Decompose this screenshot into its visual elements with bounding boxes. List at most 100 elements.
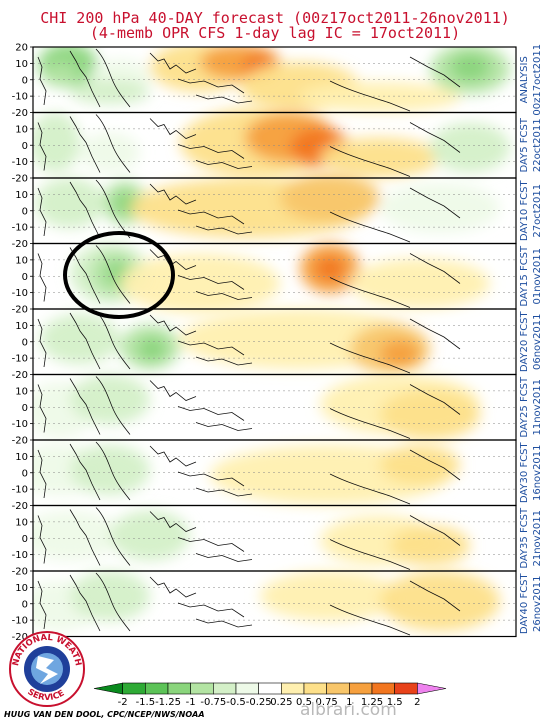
panel-field	[38, 47, 510, 112]
anomaly-blob	[300, 82, 460, 112]
coastline	[177, 537, 245, 552]
panel-date: 16nov2011	[532, 444, 543, 501]
panel-label: DAY10 FCST	[519, 179, 530, 241]
y-tick-label: 10	[15, 124, 28, 135]
panel-field	[33, 571, 500, 631]
colorbar-swatch	[235, 682, 259, 695]
coastline	[149, 445, 197, 467]
y-tick-label: -20	[12, 370, 28, 381]
coastline	[409, 253, 461, 284]
coastline	[95, 179, 131, 239]
coastline	[149, 118, 197, 139]
coastline	[95, 245, 131, 304]
coastline	[329, 473, 411, 505]
colorbar-label: -0.75	[200, 697, 226, 708]
coastline	[149, 314, 197, 336]
coastline	[329, 408, 411, 439]
coastline	[69, 443, 101, 501]
colorbar-label: -2	[118, 697, 128, 708]
panel-field	[40, 309, 430, 374]
y-tick-label: -20	[12, 174, 28, 185]
colorbar-swatch	[303, 682, 327, 695]
coastline	[69, 509, 101, 566]
y-tick-label: -20	[12, 108, 28, 119]
coastline	[329, 539, 411, 570]
y-tick-label: -20	[12, 501, 28, 512]
colorbar-swatch	[258, 682, 282, 695]
y-tick-label: 0	[22, 272, 28, 283]
coastline	[195, 553, 253, 562]
anomaly-blob	[390, 525, 470, 566]
anomaly-blob	[380, 340, 420, 368]
y-tick-label: -20	[12, 436, 28, 447]
coastline	[69, 50, 101, 108]
panel-date: 26nov2011	[532, 575, 543, 632]
anomaly-blob	[42, 63, 78, 87]
y-tick-label: -20	[12, 632, 28, 643]
y-tick-label: 10	[15, 386, 28, 397]
coastline	[69, 312, 101, 370]
coastline	[149, 576, 197, 598]
coastline	[329, 211, 411, 243]
colorbar-swatch	[93, 682, 123, 695]
coastline	[69, 116, 101, 173]
panel-field	[33, 107, 510, 178]
coastline	[37, 384, 47, 433]
coastline	[177, 471, 245, 487]
coastline	[195, 618, 253, 628]
coastline	[329, 277, 411, 308]
panel-label: DAY25 FCST	[519, 376, 530, 438]
coastline	[95, 114, 131, 173]
panel-label: DAY30 FCST	[519, 441, 530, 503]
panel-field	[35, 173, 500, 238]
y-tick-label: 0	[22, 534, 28, 545]
anomaly-blob	[70, 374, 150, 425]
y-tick-label: 0	[22, 403, 28, 414]
y-tick-label: 10	[15, 255, 28, 266]
coastline	[149, 380, 197, 401]
colorbar-swatch	[349, 682, 373, 695]
y-tick-label: 0	[22, 468, 28, 479]
y-tick-label: 10	[15, 321, 28, 332]
y-tick-label: 10	[15, 517, 28, 528]
y-tick-label: 20	[15, 43, 28, 54]
panel-date: 11nov2011	[532, 379, 543, 436]
coastline	[37, 580, 47, 630]
anomaly-blob	[35, 178, 105, 228]
anomaly-blob	[33, 112, 80, 173]
anomaly-blob	[430, 122, 510, 173]
colorbar-swatch	[190, 682, 214, 695]
chart-title: CHI 200 hPa 40-DAY forecast (00z17oct201…	[40, 9, 510, 27]
coastline	[37, 318, 47, 368]
watermark: albrari.com	[300, 700, 397, 720]
coastline	[177, 340, 245, 356]
coastline	[329, 604, 411, 636]
anomaly-blob	[138, 337, 166, 361]
coastline	[149, 52, 197, 74]
colorbar-label: 0.75	[316, 697, 338, 708]
anomaly-blob	[70, 571, 150, 621]
panel-field	[70, 243, 490, 314]
colorbar-swatch	[122, 682, 146, 695]
colorbar-label: 0.5	[296, 697, 312, 708]
coastline	[69, 247, 101, 304]
y-tick-label: 0	[22, 75, 28, 86]
colorbar-swatch	[145, 682, 169, 695]
coastline	[95, 572, 131, 632]
y-tick-label: -10	[12, 354, 28, 365]
panel-label: DAY20 FCST	[519, 310, 530, 372]
colorbar-label: -1.25	[155, 697, 181, 708]
coastline	[329, 80, 411, 112]
panel-field	[33, 510, 470, 566]
y-tick-label: -20	[12, 567, 28, 578]
panel-date: 00z17oct2011	[532, 44, 543, 116]
coastline	[149, 183, 197, 205]
anomaly-blob	[450, 53, 490, 81]
coastline	[177, 602, 245, 618]
highlight-circle	[63, 231, 175, 319]
panel-date: 01nov2011	[532, 248, 543, 305]
coastline	[95, 310, 131, 370]
coastline	[69, 181, 101, 239]
panel-date: 27oct2011	[532, 184, 543, 238]
